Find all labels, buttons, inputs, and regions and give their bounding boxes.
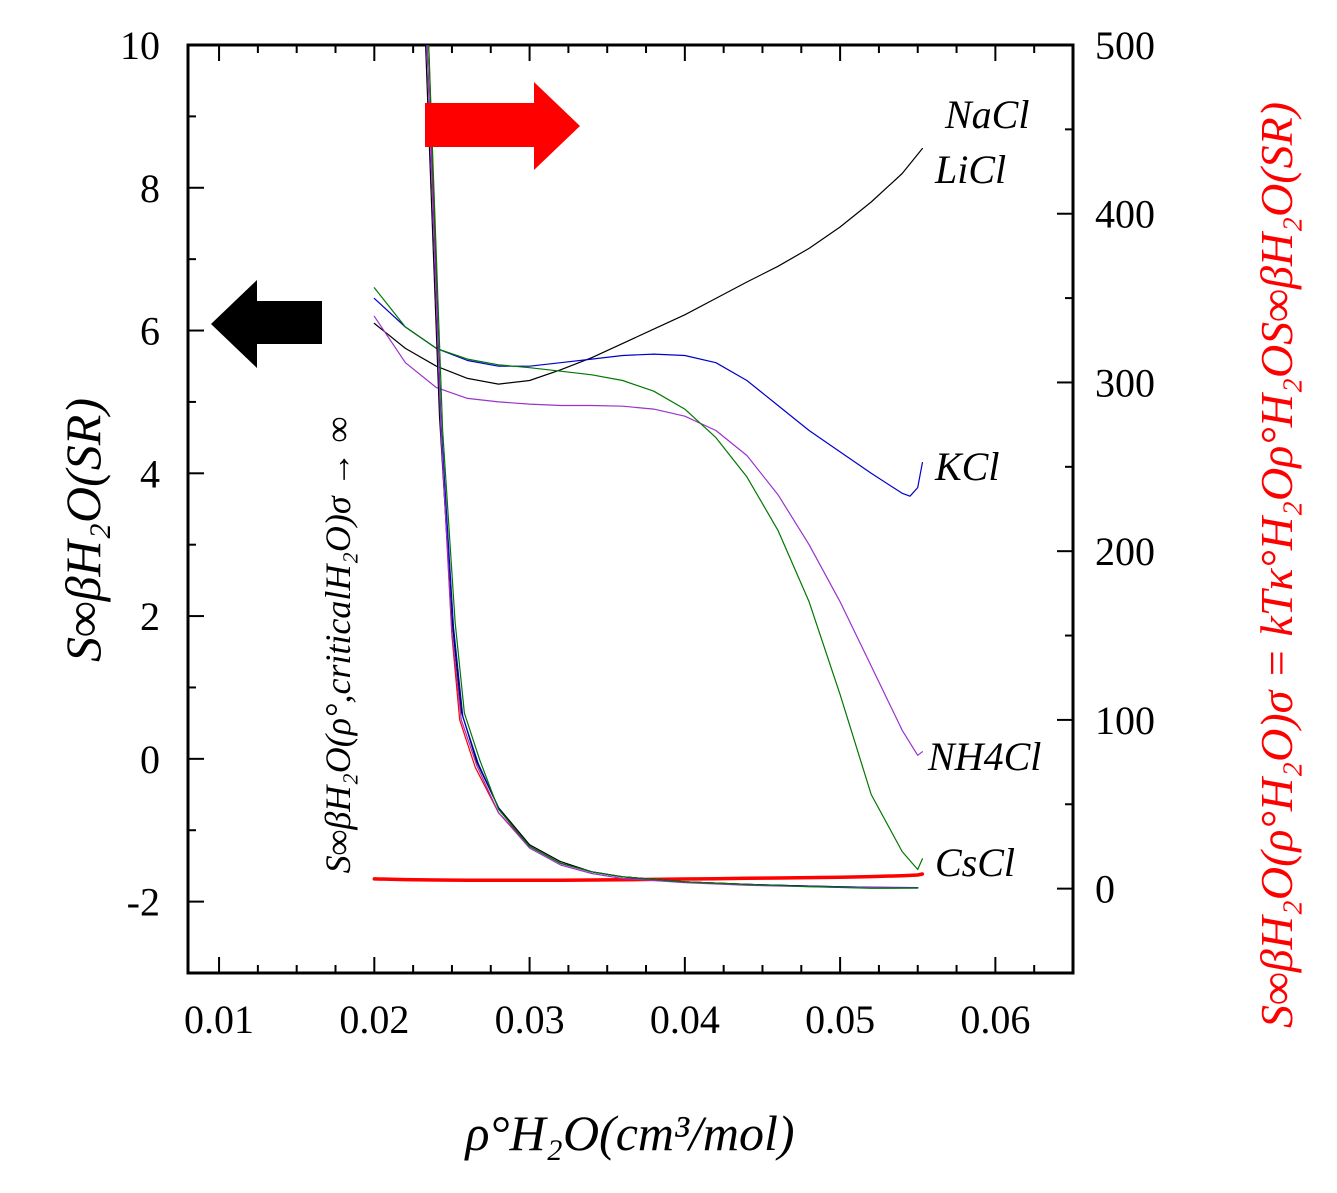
series-label-nh4cl: NH4Cl: [927, 734, 1041, 779]
series-line-nh4cl: [373, 315, 923, 756]
y-right-axis-title: S∞βH₂O(ρ°H₂O)σ = kTκ°H₂Oρ°H₂OS∞βH₂O(SR): [1251, 102, 1302, 1028]
plot-frame: [186, 43, 1075, 975]
y-left-axis-title: S∞βH₂O(SR): [55, 398, 111, 662]
y-left-tick-label: 8: [140, 166, 160, 211]
series-label-kcl: KCl: [934, 444, 999, 489]
x-tick-label: 0.01: [184, 997, 254, 1042]
series-label-licl: LiCl: [934, 147, 1006, 192]
black-left-arrow-icon: [211, 280, 322, 368]
series-line-cscl: [373, 287, 923, 871]
y-right-tick-label: 400: [1095, 192, 1155, 237]
x-tick-label: 0.05: [805, 997, 875, 1042]
ticks: [188, 44, 1074, 974]
series-line-nacl-divergence: [428, 45, 919, 889]
x-tick-label: 0.06: [960, 997, 1030, 1042]
y-right-tick-label: 500: [1095, 23, 1155, 68]
curves: [372, 45, 925, 889]
series-line-licl: [373, 147, 923, 385]
y-left-tick-label: 4: [140, 451, 160, 496]
series-label-nacl: NaCl: [944, 92, 1029, 137]
series-line-nacl: [372, 872, 925, 883]
series-line-licl-divergence: [425, 45, 919, 889]
series-line-nh4cl-divergence: [426, 45, 919, 889]
tick-labels: 0.01 0.02 0.03 0.04 0.05 0.06-202468100100200…: [120, 23, 1155, 1042]
y-left-tick-label: -2: [127, 880, 160, 925]
y-left-tick-label: 10: [120, 23, 160, 68]
x-tick-label: 0.04: [650, 997, 720, 1042]
series-label-cscl: CsCl: [935, 840, 1015, 885]
series-line-cscl-divergence: [428, 45, 919, 889]
y-right-tick-label: 0: [1095, 867, 1115, 912]
y-right-tick-label: 100: [1095, 698, 1155, 743]
y-left-tick-label: 0: [140, 737, 160, 782]
x-tick-label: 0.03: [495, 997, 565, 1042]
series-line-kcl-divergence: [426, 45, 919, 889]
y-left-tick-label: 6: [140, 309, 160, 354]
x-tick-label: 0.02: [339, 997, 409, 1042]
series-line-kcl: [373, 297, 923, 497]
red-right-arrow-icon: [425, 82, 580, 170]
critical-divergence-annotation: S∞βH₂O(ρ°,criticalH₂O)σ → ∞: [318, 417, 358, 874]
y-right-tick-label: 200: [1095, 529, 1155, 574]
y-left-tick-label: 2: [140, 594, 160, 639]
x-axis-title: ρ°H₂O(cm³/mol): [463, 1105, 794, 1161]
y-right-tick-label: 300: [1095, 360, 1155, 405]
